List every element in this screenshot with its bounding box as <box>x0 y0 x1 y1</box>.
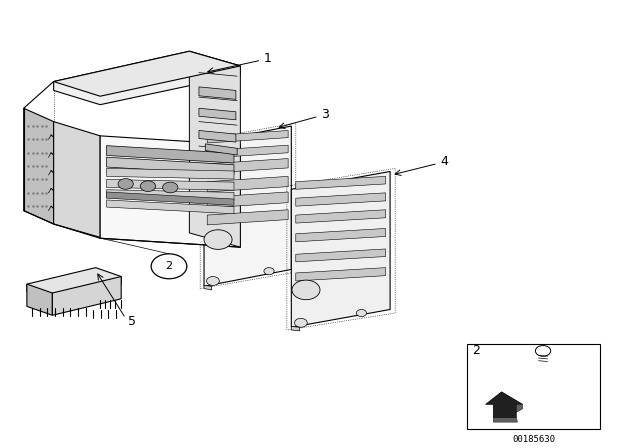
Circle shape <box>118 179 133 189</box>
Polygon shape <box>106 200 234 214</box>
Polygon shape <box>296 249 386 262</box>
Polygon shape <box>207 177 288 192</box>
Polygon shape <box>54 51 241 105</box>
Polygon shape <box>296 267 386 281</box>
Circle shape <box>207 276 220 285</box>
Text: 2: 2 <box>165 261 173 271</box>
Bar <box>467 344 600 429</box>
Polygon shape <box>199 108 236 120</box>
Polygon shape <box>24 108 54 224</box>
Circle shape <box>292 280 320 300</box>
Text: 00185630: 00185630 <box>512 435 555 444</box>
Polygon shape <box>486 392 523 418</box>
Polygon shape <box>27 267 121 301</box>
Polygon shape <box>205 144 237 155</box>
Polygon shape <box>296 210 386 223</box>
Polygon shape <box>516 404 523 412</box>
Circle shape <box>294 319 307 327</box>
Polygon shape <box>100 136 241 247</box>
Text: 3: 3 <box>321 108 329 121</box>
Text: 5: 5 <box>128 314 136 327</box>
Circle shape <box>264 267 274 275</box>
Polygon shape <box>199 87 236 99</box>
Polygon shape <box>207 159 288 173</box>
Polygon shape <box>52 276 121 315</box>
Circle shape <box>140 181 156 191</box>
Polygon shape <box>291 172 390 327</box>
Polygon shape <box>27 284 52 315</box>
Circle shape <box>356 310 367 317</box>
Polygon shape <box>54 51 241 96</box>
Circle shape <box>163 182 178 193</box>
Circle shape <box>204 230 232 250</box>
Polygon shape <box>296 193 386 206</box>
Polygon shape <box>207 145 288 158</box>
Polygon shape <box>199 130 236 142</box>
Polygon shape <box>106 146 234 163</box>
Polygon shape <box>291 327 300 331</box>
Polygon shape <box>207 210 288 225</box>
Polygon shape <box>207 192 288 208</box>
Polygon shape <box>106 180 234 190</box>
Polygon shape <box>189 51 241 247</box>
Polygon shape <box>493 418 518 422</box>
Polygon shape <box>106 190 234 200</box>
Polygon shape <box>106 192 234 205</box>
Text: 1: 1 <box>264 52 272 65</box>
Circle shape <box>536 345 550 356</box>
Text: 4: 4 <box>440 155 448 168</box>
Polygon shape <box>296 228 386 242</box>
Polygon shape <box>204 126 291 286</box>
Polygon shape <box>54 121 100 237</box>
Polygon shape <box>207 130 288 143</box>
Circle shape <box>151 254 187 279</box>
Text: 2: 2 <box>472 345 480 358</box>
Polygon shape <box>106 157 234 175</box>
Polygon shape <box>204 285 212 290</box>
Polygon shape <box>296 177 386 189</box>
Polygon shape <box>106 168 234 179</box>
